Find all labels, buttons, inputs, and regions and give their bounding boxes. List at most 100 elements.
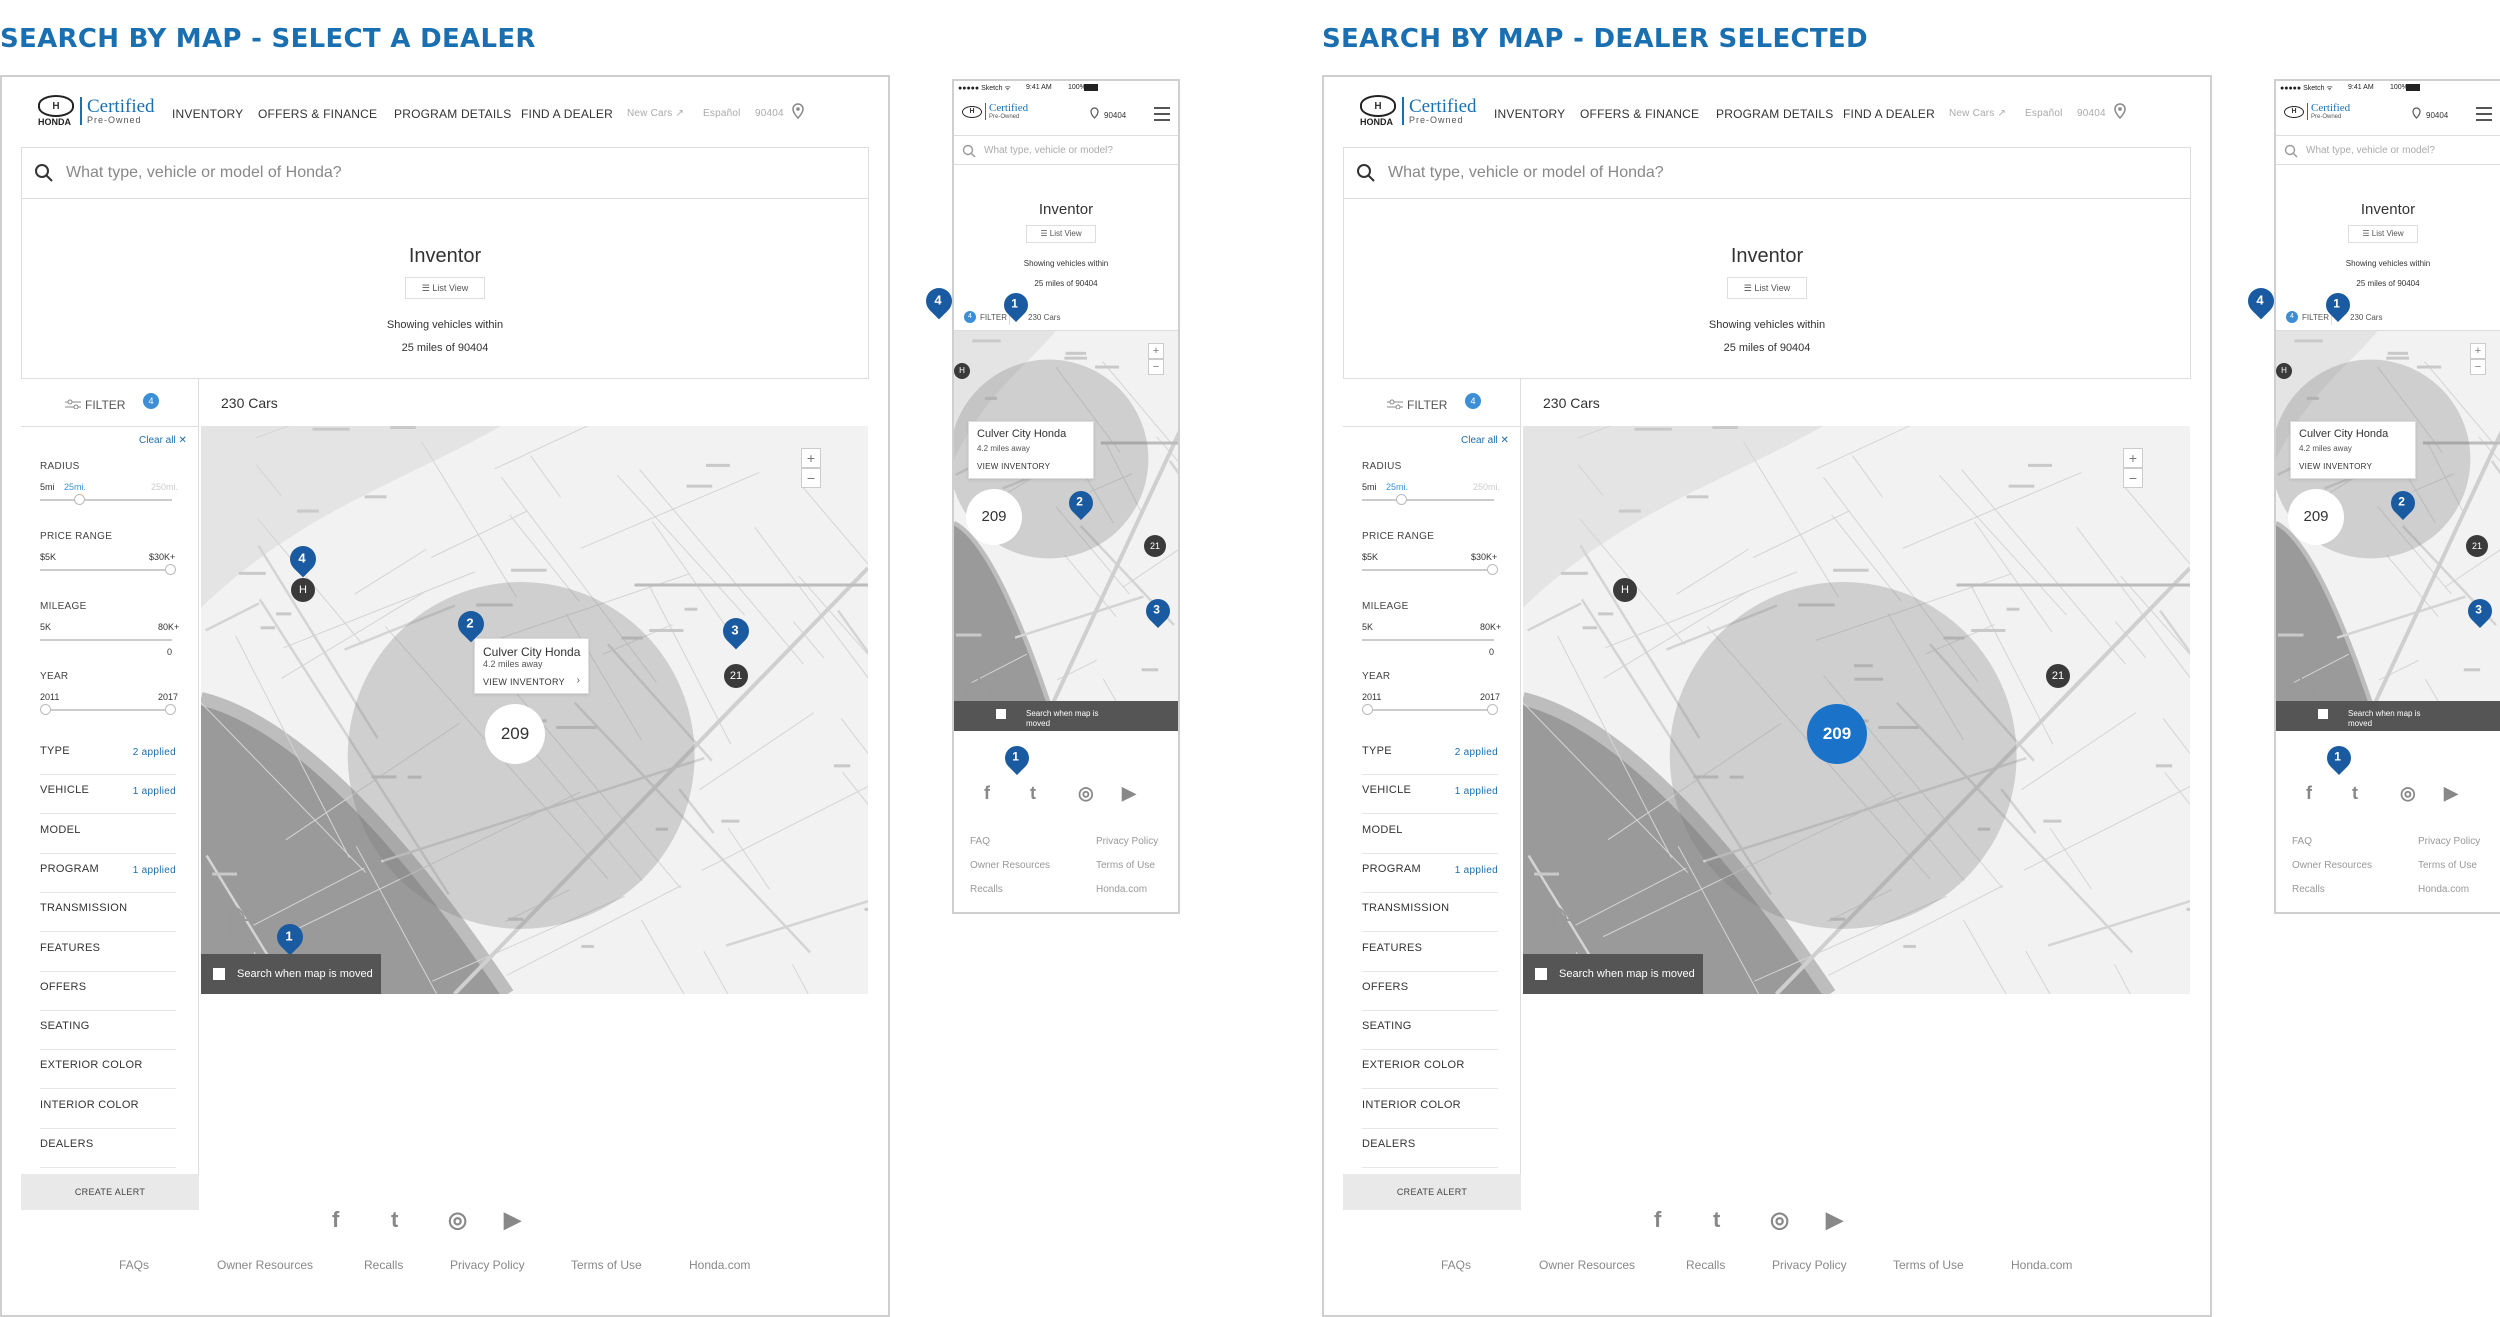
cluster-small[interactable]: 21 — [724, 664, 748, 688]
zoom-out-button[interactable]: − — [801, 468, 821, 488]
mobile-map-view[interactable]: + − H 21 209 Culver City Honda 4.2 miles away V… — [954, 331, 1178, 731]
twitter-icon[interactable]: t — [1713, 1207, 1721, 1232]
list-view-button[interactable]: ☰ List View — [1026, 225, 1096, 243]
filter-category-offers[interactable]: OFFERS — [1362, 973, 1498, 1011]
twitter-icon[interactable]: t — [2352, 783, 2358, 803]
search-placeholder[interactable]: What type, vehicle or model? — [984, 145, 1113, 156]
nav-espanol[interactable]: Español — [2025, 108, 2063, 119]
year-slider-handle-max[interactable] — [165, 704, 176, 715]
dealer-popup[interactable]: Culver City Honda 4.2 miles away VIEW INVE… — [968, 421, 1094, 479]
filter-header[interactable]: FILTER 4 — [1343, 379, 1520, 427]
radius-slider-handle[interactable] — [74, 494, 85, 505]
dealer-badge[interactable]: H — [1613, 578, 1637, 602]
filter-header[interactable]: FILTER 4 — [21, 379, 198, 427]
dealer-popup[interactable]: Culver City Honda 4.2 miles away VIEW INVE… — [2290, 421, 2416, 479]
location-pin-icon[interactable] — [2412, 107, 2421, 119]
filter-category-offers[interactable]: OFFERS — [40, 973, 176, 1011]
cluster-main[interactable]: 209 — [1807, 704, 1867, 764]
mobile-search-bar[interactable]: What type, vehicle or model? — [2276, 135, 2500, 165]
zoom-out-button[interactable]: − — [2123, 468, 2143, 488]
youtube-icon[interactable]: ▶ — [1122, 783, 1136, 803]
search-placeholder[interactable]: What type, vehicle or model of Honda? — [66, 164, 342, 181]
facebook-icon[interactable]: f — [1654, 1207, 1662, 1232]
facebook-icon[interactable]: f — [2306, 783, 2312, 803]
footer-link-faq[interactable]: FAQ — [2292, 836, 2313, 847]
nav-offers[interactable]: OFFERS & FINANCE — [258, 107, 378, 121]
cluster-small[interactable]: 21 — [1144, 535, 1166, 557]
footer-link-recalls[interactable]: Recalls — [2292, 884, 2325, 895]
map-view[interactable]: + − H 21 209 Search when map is moved — [1523, 426, 2190, 994]
filter-category-program[interactable]: PROGRAM 1 applied — [1362, 855, 1498, 893]
footer-link-owner-resources[interactable]: Owner Resources — [217, 1258, 314, 1272]
mobile-map-view[interactable]: + − H 21 209 Culver City Honda 4.2 miles away V… — [2276, 331, 2500, 731]
mobile-search-bar[interactable]: What type, vehicle or model? — [954, 135, 1178, 165]
filter-category-dealers[interactable]: DEALERS — [1362, 1130, 1498, 1168]
twitter-icon[interactable]: t — [1030, 783, 1036, 803]
cluster-main[interactable]: 209 — [2288, 489, 2344, 545]
view-inventory-link[interactable]: VIEW INVENTORY — [2299, 462, 2373, 471]
footer-link-honda-com[interactable]: Honda.com — [1096, 884, 1148, 895]
view-inventory-link[interactable]: VIEW INVENTORY — [483, 677, 565, 687]
nav-new-cars[interactable]: New Cars ↗ — [627, 108, 685, 119]
nav-espanol[interactable]: Español — [703, 108, 741, 119]
filter-label[interactable]: FILTER — [980, 313, 1007, 322]
view-inventory-link[interactable]: VIEW INVENTORY — [977, 462, 1051, 471]
filter-category-transmission[interactable]: TRANSMISSION — [40, 894, 176, 933]
footer-link-terms-of-use[interactable]: Terms of Use — [2418, 860, 2477, 871]
filter-category-model[interactable]: MODEL — [40, 816, 176, 854]
mobile-logo[interactable]: H Certified Pre-Owned — [962, 103, 1028, 120]
filter-category-type[interactable]: TYPE 2 applied — [1362, 737, 1498, 775]
nav-find-dealer[interactable]: FIND A DEALER — [521, 107, 613, 121]
create-alert-button[interactable]: CREATE ALERT — [21, 1174, 199, 1210]
footer-link-owner-resources[interactable]: Owner Resources — [2292, 860, 2373, 871]
search-when-moved-toggle[interactable]: Search when map is moved — [201, 954, 381, 994]
price-slider[interactable] — [1362, 569, 1494, 571]
footer-link-honda-com[interactable]: Honda.com — [2418, 884, 2470, 895]
footer-link-terms-of-use[interactable]: Terms of Use — [1893, 1258, 1964, 1272]
dealer-badge[interactable]: H — [954, 363, 970, 379]
nav-zip[interactable]: 90404 — [2077, 108, 2106, 119]
locate-me-icon[interactable] — [214, 903, 248, 937]
hamburger-menu-icon[interactable] — [2476, 107, 2492, 121]
youtube-icon[interactable]: ▶ — [1826, 1207, 1843, 1232]
filter-category-seating[interactable]: SEATING — [1362, 1012, 1498, 1051]
footer-link-recalls[interactable]: Recalls — [364, 1258, 404, 1272]
footer-link-faqs[interactable]: FAQs — [119, 1258, 150, 1272]
nav-offers[interactable]: OFFERS & FINANCE — [1580, 107, 1700, 121]
zoom-in-button[interactable]: + — [2123, 448, 2143, 468]
radius-slider[interactable] — [1362, 499, 1494, 501]
nav-inventory[interactable]: INVENTORY — [172, 107, 244, 121]
filter-category-exterior-color[interactable]: EXTERIOR COLOR — [40, 1051, 176, 1090]
dealer-badge[interactable]: H — [2276, 363, 2292, 379]
mobile-zip[interactable]: 90404 — [2426, 111, 2449, 120]
nav-find-dealer[interactable]: FIND A DEALER — [1843, 107, 1935, 121]
locate-me-icon[interactable] — [1536, 903, 1570, 937]
clear-all-link[interactable]: Clear all ✕ — [1461, 435, 1509, 446]
location-pin-icon[interactable] — [1090, 107, 1099, 119]
mobile-filter-bar[interactable]: 4 FILTER 230 Cars — [2276, 301, 2500, 331]
filter-category-transmission[interactable]: TRANSMISSION — [1362, 894, 1498, 933]
footer-link-owner-resources[interactable]: Owner Resources — [1539, 1258, 1636, 1272]
year-slider-handle-min[interactable] — [40, 704, 51, 715]
list-view-button[interactable]: ☰ List View — [1727, 277, 1807, 299]
instagram-icon[interactable]: ◎ — [1770, 1207, 1790, 1232]
zoom-in-button[interactable]: + — [1148, 343, 1164, 359]
twitter-icon[interactable]: t — [391, 1207, 399, 1232]
instagram-icon[interactable]: ◎ — [2400, 783, 2416, 803]
clear-all-link[interactable]: Clear all ✕ — [139, 435, 187, 446]
nav-program[interactable]: PROGRAM DETAILS — [1716, 107, 1834, 121]
dealer-popup[interactable]: Culver City Honda 4.2 miles away VIEW INVE… — [474, 638, 589, 694]
footer-link-terms-of-use[interactable]: Terms of Use — [571, 1258, 642, 1272]
search-when-moved-checkbox[interactable] — [213, 968, 225, 980]
zoom-in-button[interactable]: + — [2470, 343, 2486, 359]
location-pin-icon[interactable] — [792, 103, 804, 119]
search-placeholder[interactable]: What type, vehicle or model of Honda? — [1388, 164, 1664, 181]
search-when-moved-checkbox[interactable] — [2318, 709, 2328, 719]
mobile-logo[interactable]: H Certified Pre-Owned — [2284, 103, 2350, 120]
mobile-zip[interactable]: 90404 — [1104, 111, 1127, 120]
search-when-moved-checkbox[interactable] — [1535, 968, 1547, 980]
facebook-icon[interactable]: f — [984, 783, 990, 803]
filter-category-seating[interactable]: SEATING — [40, 1012, 176, 1051]
instagram-icon[interactable]: ◎ — [448, 1207, 468, 1232]
nav-program[interactable]: PROGRAM DETAILS — [394, 107, 512, 121]
